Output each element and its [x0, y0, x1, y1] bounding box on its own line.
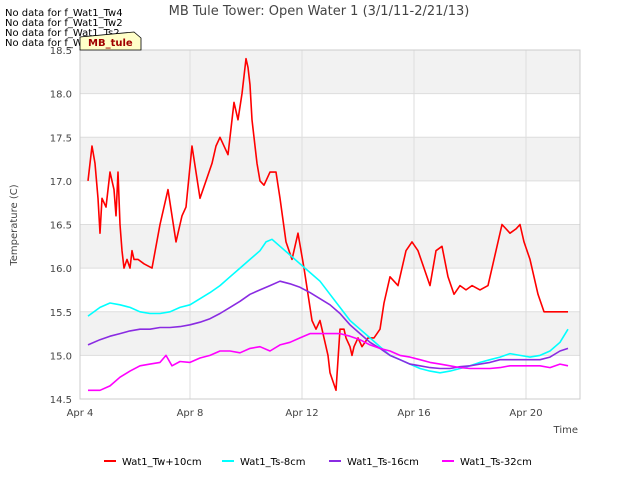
y-tick-label: 14.5 [50, 395, 72, 406]
y-tick-label: 18.5 [50, 46, 72, 57]
plot-band [80, 180, 580, 225]
no-data-note: No data for f_Wat1_Tw2 [5, 18, 123, 29]
plot-frame [79, 49, 581, 400]
site-badge: MB_tule [79, 31, 142, 51]
y-tick-label: 15.5 [50, 308, 72, 319]
badge-label: MB_tule [88, 38, 133, 49]
y-tick-label: 17.5 [50, 133, 72, 144]
y-tick-label: 15.0 [50, 351, 72, 362]
y-tick-label: 18.0 [50, 90, 72, 101]
y-tick-label: 16.0 [50, 264, 72, 275]
legend-label: Wat1_Ts-32cm [460, 457, 532, 468]
y-tick-label: 16.5 [50, 221, 72, 232]
x-tick-label: Apr 4 [67, 408, 94, 419]
legend-label: Wat1_Tw+10cm [122, 457, 202, 468]
plot-band [80, 50, 580, 94]
chart-title: MB Tule Tower: Open Water 1 (3/1/11-2/21… [169, 4, 470, 19]
y-tick-label: 17.0 [50, 177, 72, 188]
legend-label: Wat1_Ts-16cm [347, 457, 419, 468]
y-axis-label: Temperature (C) [9, 184, 20, 266]
series-line-3 [88, 332, 569, 392]
series-line-1 [87, 238, 569, 374]
plot-band [80, 355, 580, 399]
no-data-note: No data for f_Wat1_Tw4 [5, 8, 123, 19]
y-tick-labels: 14.5 15.0 15.5 16.0 16.5 17.0 17.5 18.0 18.5 [50, 46, 72, 406]
no-data-note: No data for f_Wat1_Ts2 [5, 28, 120, 39]
x-tick-label: Apr 12 [285, 408, 318, 419]
x-axis-label: Time [553, 425, 578, 436]
series-line-0 [87, 57, 568, 392]
series-line-2 [87, 280, 569, 370]
x-tick-label: Apr 8 [177, 408, 204, 419]
x-tick-label: Apr 16 [397, 408, 430, 419]
plot-band [80, 93, 580, 138]
plot-background-bands [80, 50, 580, 399]
x-tick-label: Apr 20 [509, 408, 542, 419]
legend-label: Wat1_Ts-8cm [240, 457, 306, 468]
series-lines [87, 57, 569, 392]
plot-band [80, 224, 580, 269]
plot-band [80, 137, 580, 181]
legend: Wat1_Tw+10cm Wat1_Ts-8cm Wat1_Ts-16cm Wat1_… [104, 457, 532, 468]
no-data-note: No data for f_Wat1_Tw4e [5, 38, 129, 49]
x-tick-labels: Apr 4 Apr 8 Apr 12 Apr 16 Apr 20 [67, 408, 543, 419]
